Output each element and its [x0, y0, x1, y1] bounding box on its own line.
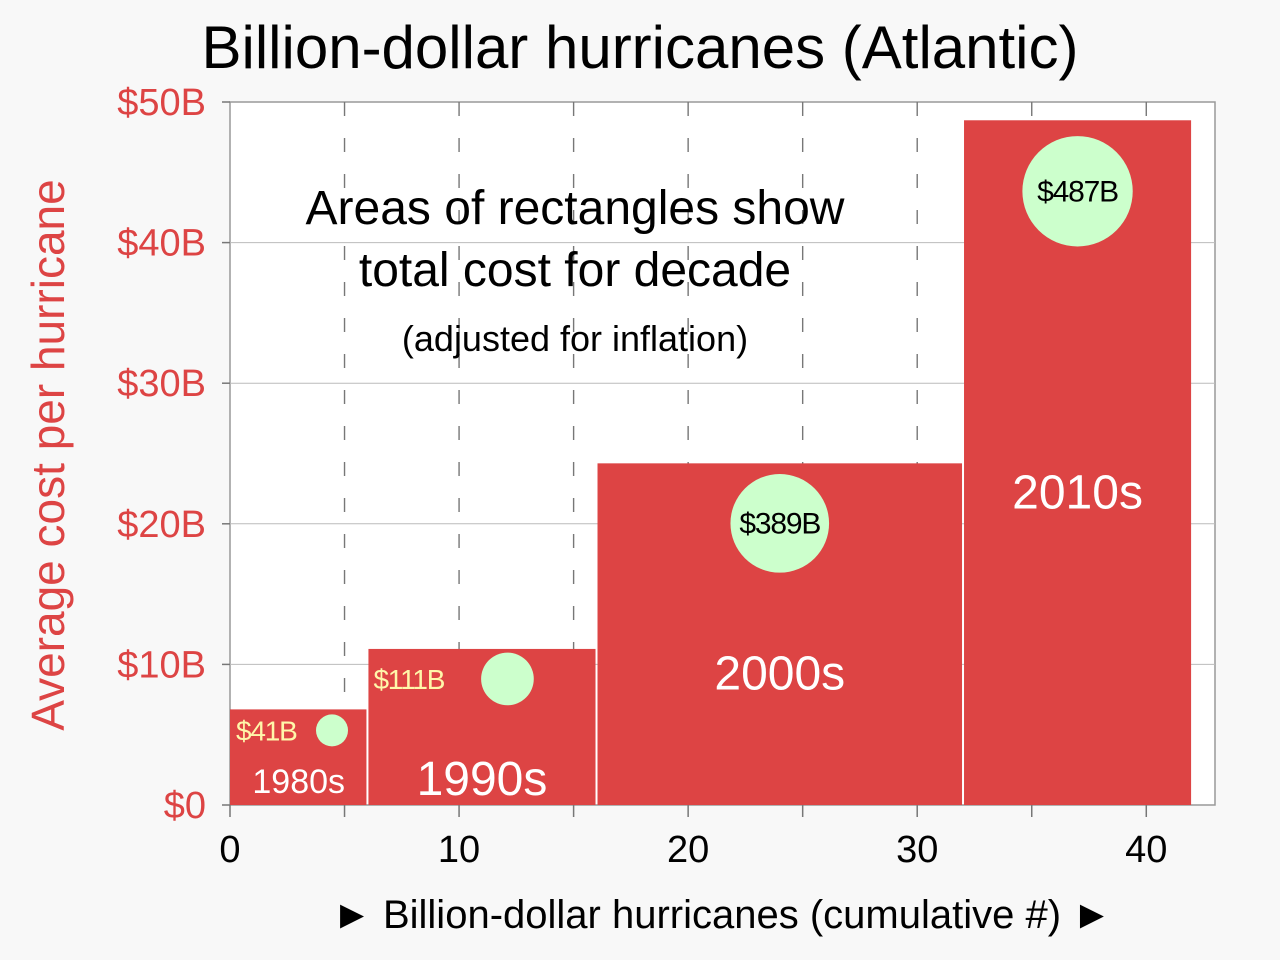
cost-circle-1980s [315, 714, 349, 747]
y-axis-label: Average cost per hurricane [22, 179, 74, 730]
decade-label-2000s: 2000s [714, 647, 845, 700]
y-tick-label: $30B [117, 363, 206, 405]
x-tick-label: 30 [896, 829, 938, 871]
decade-label-1990s: 1990s [417, 753, 548, 806]
decade-label-1980s: 1980s [252, 763, 345, 801]
x-tick-label: 20 [667, 829, 709, 871]
x-axis-label: ► Billion-dollar hurricanes (cumulative … [332, 893, 1111, 937]
cost-label-2000s: $389B [739, 507, 820, 540]
cost-label-2010s: $487B [1037, 175, 1118, 208]
x-tick-label: 10 [438, 829, 480, 871]
cost-circle-2010s [1022, 136, 1133, 247]
annotation-line-1: Areas of rectangles show [306, 182, 845, 235]
cost-circle-2000s [730, 474, 830, 573]
cost-label-1990s: $111B [373, 664, 444, 695]
bars-layer [230, 120, 1192, 805]
y-tick-label: $20B [117, 504, 206, 546]
cost-label-1980s: $41B [236, 715, 297, 746]
annotation-block: Areas of rectangles show total cost for … [306, 182, 845, 359]
y-axis-ticks: $0 $10B $20B $30B $40B $50B [117, 82, 230, 827]
annotation-line-2: total cost for decade [359, 244, 791, 297]
x-tick-label: 40 [1125, 829, 1167, 871]
annotation-line-3: (adjusted for inflation) [402, 318, 748, 359]
x-axis-ticks: 0 10 20 30 40 [219, 805, 1167, 871]
decade-label-2010s: 2010s [1012, 466, 1143, 519]
y-tick-label: $40B [117, 223, 206, 265]
bar-labels-layer: $41B 1980s $111B 1990s $389B 2000s $487B 2010s [236, 175, 1143, 806]
y-tick-label: $10B [117, 644, 206, 686]
x-tick-label: 0 [219, 829, 240, 871]
y-tick-label: $0 [164, 785, 206, 827]
cost-circle-1990s [481, 652, 534, 706]
chart-title: Billion-dollar hurricanes (Atlantic) [201, 14, 1078, 81]
cost-circles-layer [315, 136, 1133, 747]
y-tick-label: $50B [117, 82, 206, 124]
